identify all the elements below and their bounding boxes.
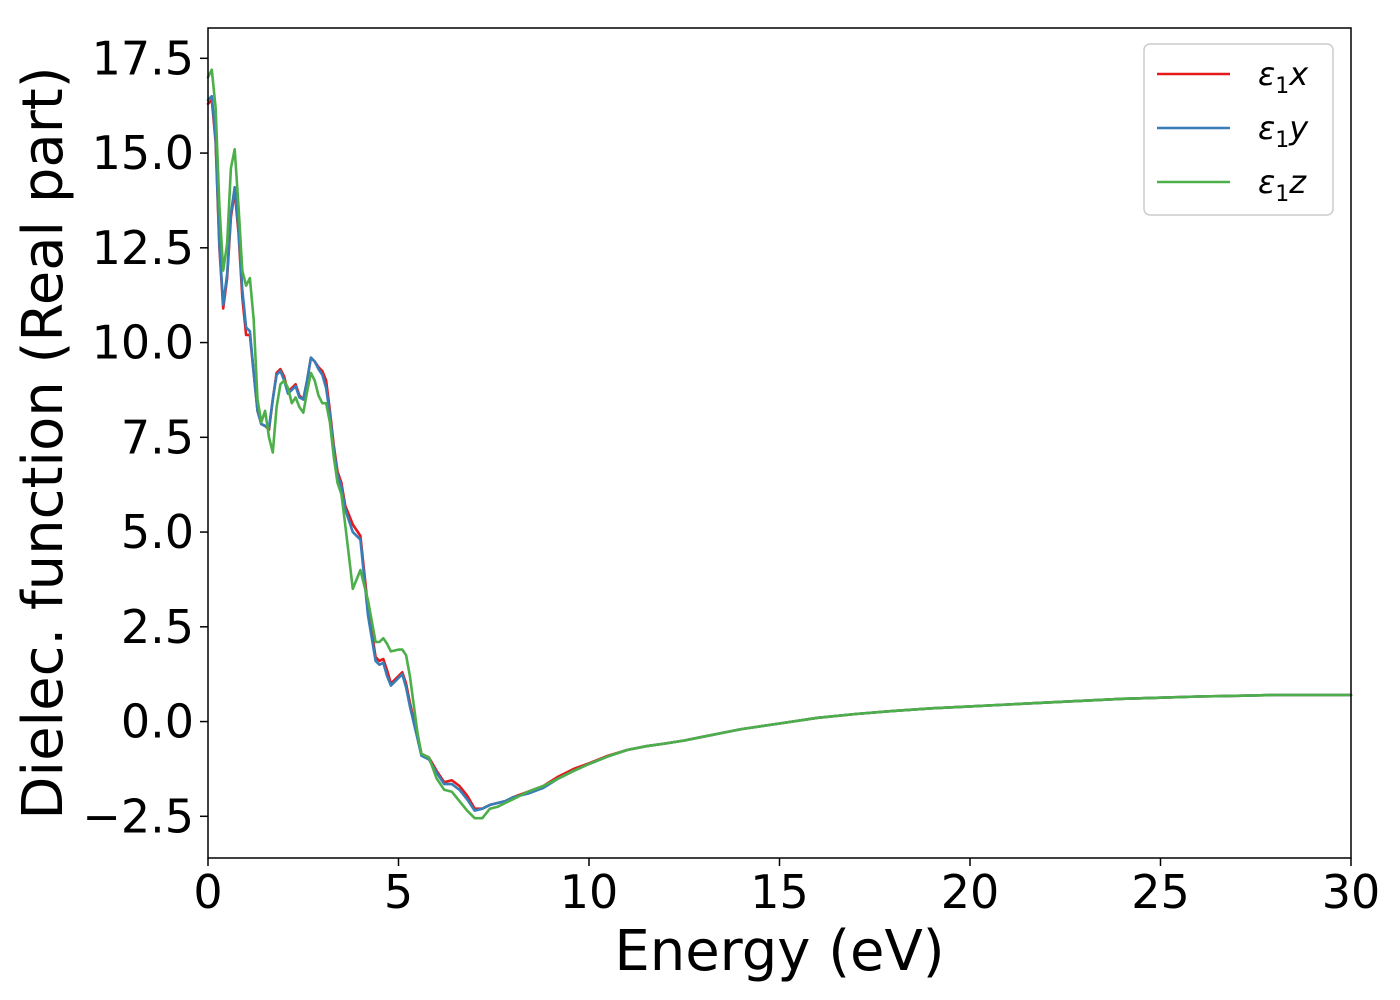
legend: ε1x ε1y ε1z	[1143, 43, 1334, 216]
y-tick-label: 17.5	[92, 31, 194, 85]
x-tick-label: 5	[384, 865, 413, 919]
series-line-z	[206, 68, 1353, 820]
series-layer	[206, 68, 1353, 820]
x-tick-label: 10	[560, 865, 619, 919]
y-tick-label: 0.0	[121, 695, 194, 749]
y-axis-label: Dielec. function (Real part)	[11, 66, 76, 819]
y-tick-label: 10.0	[92, 316, 194, 370]
x-tick-label: 0	[193, 865, 222, 919]
legend-box	[1143, 43, 1334, 216]
x-axis-label: Energy (eV)	[614, 919, 944, 984]
x-axis-ticks: 0 5 10 15 20 25 30	[193, 858, 1380, 919]
legend-label-z: ε1z	[1258, 163, 1307, 207]
x-tick-label: 25	[1131, 865, 1190, 919]
x-tick-label: 20	[941, 865, 1000, 919]
y-tick-label: 12.5	[92, 221, 194, 275]
x-tick-label: 15	[750, 865, 809, 919]
legend-label-x: ε1x	[1258, 55, 1309, 99]
y-axis-ticks: −2.5 0.0 2.5 5.0 7.5 10.0 12.5 15.0 17.5	[82, 31, 208, 843]
y-tick-label: −2.5	[82, 789, 194, 843]
x-tick-label: 30	[1322, 865, 1381, 919]
y-tick-label: 2.5	[121, 600, 194, 654]
y-tick-label: 5.0	[121, 505, 194, 559]
legend-label-y: ε1y	[1258, 109, 1309, 153]
y-tick-label: 7.5	[121, 410, 194, 464]
y-tick-label: 15.0	[92, 126, 194, 180]
